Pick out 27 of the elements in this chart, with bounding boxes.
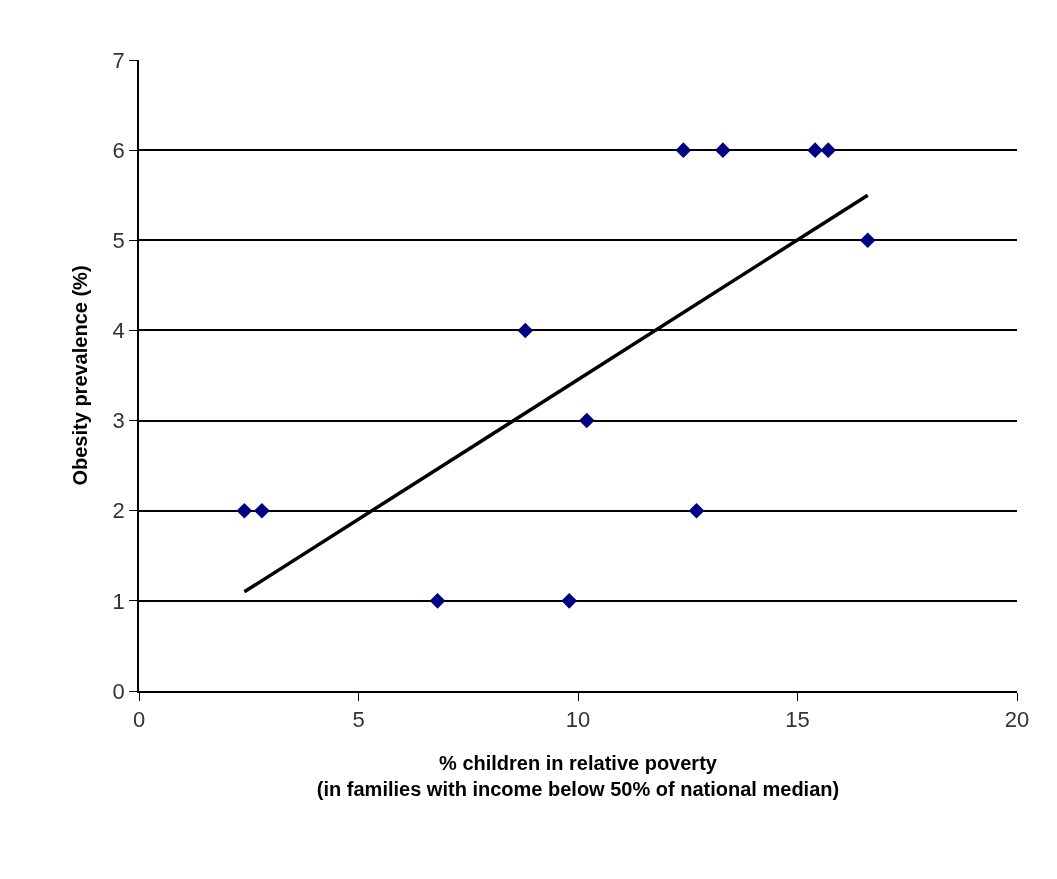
point bbox=[807, 142, 823, 158]
point bbox=[429, 593, 446, 609]
point bbox=[715, 142, 731, 158]
point bbox=[688, 502, 705, 519]
y-tick-label: 7 bbox=[112, 47, 125, 73]
y-tick-label: 3 bbox=[112, 408, 125, 434]
point bbox=[254, 502, 270, 519]
point bbox=[517, 322, 534, 339]
y-tick-label: 6 bbox=[112, 137, 125, 163]
x-tick-label: 20 bbox=[1004, 707, 1030, 733]
point bbox=[859, 232, 876, 249]
point bbox=[675, 142, 692, 158]
x-tick-label: 0 bbox=[132, 707, 146, 733]
x-tick-label: 10 bbox=[565, 707, 591, 733]
y-tick-label: 4 bbox=[112, 318, 125, 344]
y-tick-label: 2 bbox=[112, 498, 125, 524]
point bbox=[820, 142, 837, 158]
x-tick-label: 15 bbox=[785, 707, 810, 733]
y-tick-label: 1 bbox=[112, 588, 125, 614]
x-tick-label: 5 bbox=[352, 707, 365, 733]
y-axis-title: Obesity prevalence (%) bbox=[68, 265, 91, 486]
point bbox=[561, 593, 578, 609]
x-axis-title: % children in relative poverty (in families with income below 50% of national median) bbox=[316, 752, 840, 801]
point bbox=[236, 502, 253, 519]
y-tick-label: 5 bbox=[112, 227, 125, 253]
y-tick-label: 0 bbox=[112, 678, 125, 704]
point bbox=[578, 412, 595, 429]
